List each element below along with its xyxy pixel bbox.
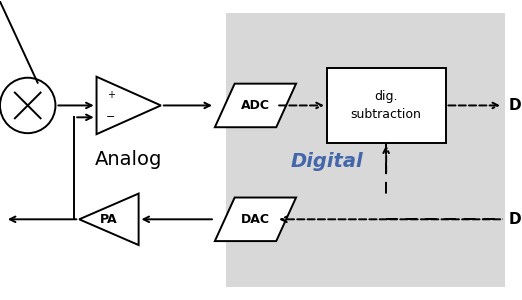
Polygon shape [97, 77, 161, 134]
Text: +: + [107, 90, 115, 100]
Text: D: D [509, 212, 521, 227]
Bar [327, 68, 446, 142]
Text: Analog: Analog [95, 150, 162, 170]
Polygon shape [215, 197, 296, 241]
Circle shape [0, 78, 55, 133]
Bar [226, 14, 505, 286]
Text: dig.
subtraction: dig. subtraction [351, 90, 422, 121]
Text: Digital: Digital [290, 152, 363, 171]
Text: DAC: DAC [241, 213, 270, 226]
Polygon shape [79, 194, 139, 245]
Polygon shape [215, 84, 296, 127]
Text: ADC: ADC [241, 99, 270, 112]
Text: D: D [509, 98, 521, 113]
Text: −: − [106, 112, 115, 122]
Text: PA: PA [100, 213, 118, 226]
